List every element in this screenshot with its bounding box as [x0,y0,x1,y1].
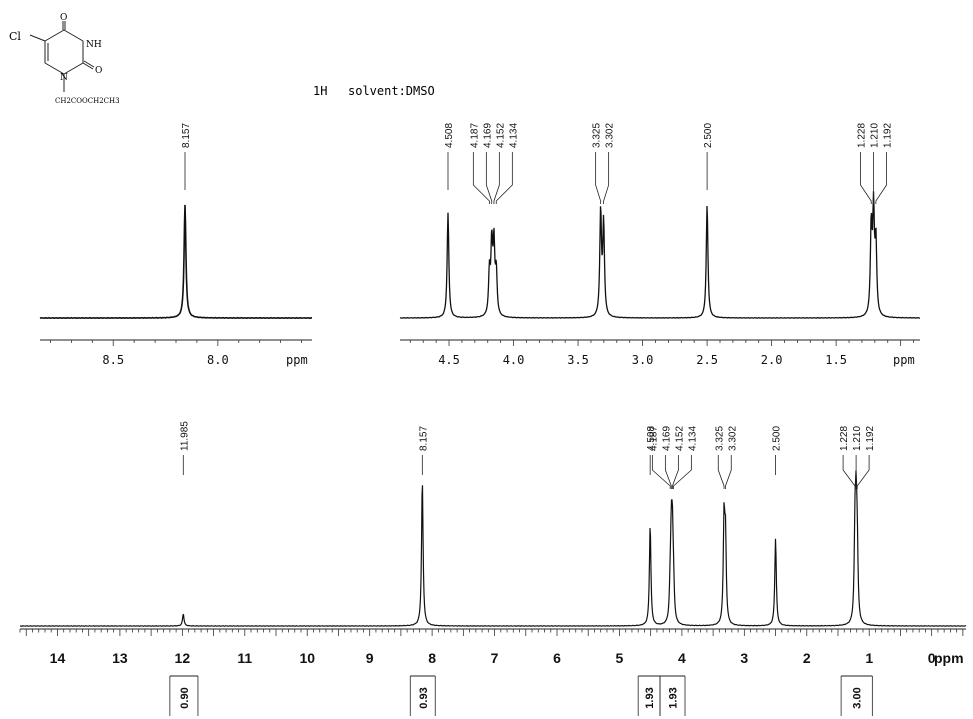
structure-o-top-label: O [60,13,67,23]
x-tick-label: 4.5 [438,353,460,367]
peak-label: 1.210 [852,426,863,451]
structure-side-chain-label: CH2COOCH2CH3 [55,97,120,105]
peak-label: 2.500 [772,426,783,451]
peak-label: 1.210 [870,123,881,148]
peak-label: 4.152 [495,123,506,148]
peak-label: 4.508 [444,123,455,148]
peak-label-connector [725,455,732,489]
x-tick-label: 11 [237,650,252,666]
solvent-label: solvent:DMSO [348,84,435,98]
peak-label: 4.134 [508,123,519,148]
peak-label: 4.508 [646,426,657,451]
peak-label: 4.134 [687,426,698,451]
x-unit-label: ppm [286,353,308,367]
inset-left-spectrum: 8.5 8.0 ppm 8.157 [39,123,313,367]
x-tick-label: 8.5 [102,353,124,367]
peak-label-connector [472,152,490,204]
x-tick-label: 10 [299,650,315,666]
integral-value: 3.00 [852,687,864,708]
x-tick-label: 7 [491,650,499,666]
peak-label: 1.228 [839,426,850,451]
peak-label: 1.192 [865,426,876,451]
peak-label: 4.187 [648,426,659,451]
x-tick-label: 14 [50,650,66,666]
integral-value: 1.93 [644,687,656,708]
structure-o-right-label: O [95,66,102,76]
peak-label: 3.325 [714,426,725,451]
nucleus-label: 1H [313,84,327,98]
peak-label: 4.169 [482,123,493,148]
peak-label-connector [856,455,870,489]
structure-nh-label: NH [86,40,102,50]
x-tick-label: 6 [553,650,561,666]
x-tick-label: 3.0 [632,353,654,367]
peak-label-connector [495,152,513,204]
x-tick-label: 4.0 [503,353,525,367]
peak-label-connector [485,152,493,204]
x-tick-label: 2.0 [761,353,783,367]
integral-value: 0.90 [179,687,191,708]
spectrum-trace [19,470,967,627]
peak-label: 3.302 [727,426,738,451]
integral-value: 0.93 [418,687,430,708]
x-unit-label: ppm [893,353,915,367]
x-tick-label: 3 [740,650,748,666]
x-tick-label: 9 [366,650,374,666]
peak-label: 2.500 [703,123,714,148]
peak-label: 4.187 [469,123,480,148]
spectrum-trace [399,191,921,319]
peak-label: 4.152 [674,426,685,451]
peak-label-connector [651,455,671,489]
molecule-structure: Cl O NH N O CH2COOCH2CH3 [9,13,120,105]
x-tick-label: 2 [803,650,811,666]
structure-n-label: N [60,73,68,83]
x-tick-label: 4 [678,650,686,666]
integral-value: 1.93 [668,687,680,708]
peak-label-connector [595,152,602,204]
peak-label-connector [875,152,887,204]
x-unit-label: ppm [934,650,964,666]
x-tick-label: 1 [865,650,873,666]
peak-label-connector [842,455,856,489]
spectrum-trace [39,204,313,320]
x-tick-label: 8.0 [207,353,229,367]
peak-label-connector [717,455,725,489]
peak-label-connector [671,455,679,489]
x-tick-label: 0 [928,650,936,666]
peak-label-connector [860,152,872,204]
x-tick-label: 12 [175,650,191,666]
peak-label-connector [673,455,692,489]
x-tick-label: 5 [616,650,624,666]
peak-label: 4.169 [661,426,672,451]
peak-label: 1.228 [857,123,868,148]
peak-label: 8.157 [418,426,429,451]
peak-label: 3.302 [605,123,616,148]
peak-label-connector [664,455,672,489]
x-tick-label: 1.5 [825,353,847,367]
peak-label: 1.192 [883,123,894,148]
peak-label-connector [493,152,500,204]
x-tick-label: 3.5 [567,353,589,367]
structure-cl-label: Cl [9,30,21,43]
peak-label: 3.325 [592,123,603,148]
x-tick-label: 2.5 [696,353,718,367]
peak-label: 11.985 [179,421,190,451]
peak-label: 8.157 [181,123,192,148]
peak-label-connector [603,152,610,204]
x-tick-label: 8 [428,650,436,666]
x-tick-label: 13 [112,650,128,666]
